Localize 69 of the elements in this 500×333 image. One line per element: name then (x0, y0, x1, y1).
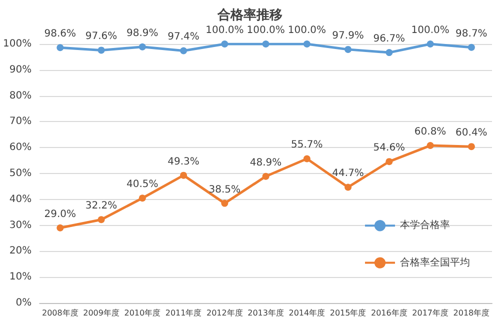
point (98, 46, 105, 54)
point (426, 142, 434, 150)
x-tick-label: 2016年度 (371, 308, 408, 318)
point (221, 200, 228, 207)
data-label: 96.7% (373, 34, 406, 45)
data-label: 97.9% (332, 30, 364, 42)
x-tick-label: 2010年度 (124, 308, 161, 318)
point (386, 158, 393, 166)
data-label: 100.0% (206, 25, 244, 36)
data-label: 97.6% (85, 31, 118, 42)
data-label: 98.7% (456, 28, 488, 40)
x-tick-label: 2012年度 (206, 308, 243, 318)
y-tick-label: 0% (16, 298, 32, 308)
legend-label: 本学合格率 (400, 219, 450, 232)
y-tick-label: 100% (2, 38, 32, 50)
y-tick-label: 10% (9, 272, 32, 283)
data-label: 55.7% (291, 140, 323, 151)
data-label: 38.5% (208, 184, 241, 196)
chart-title: 合格率推移 (216, 7, 282, 23)
data-label: 44.7% (332, 168, 364, 180)
data-label: 100.0% (288, 25, 326, 36)
point (386, 49, 393, 56)
point (262, 40, 270, 48)
point (468, 143, 475, 150)
data-label: 40.5% (126, 179, 158, 190)
point (138, 43, 146, 50)
y-tick-label: 50% (9, 168, 32, 179)
data-label: 60.8% (414, 126, 446, 138)
x-tick-label: 2013年度 (248, 308, 284, 318)
point (56, 224, 64, 232)
y-tick-label: 40% (9, 194, 32, 205)
y-tick-label: 60% (9, 142, 32, 154)
y-tick-label: 90% (9, 64, 32, 76)
data-label: 100.0% (246, 25, 285, 36)
x-tick-label: 2017年度 (412, 308, 448, 318)
data-label: 97.4% (168, 32, 200, 43)
point (221, 40, 228, 48)
point (344, 184, 352, 191)
x-tick-label: 2008年度 (42, 308, 78, 318)
point (138, 194, 146, 202)
data-label: 60.4% (456, 128, 488, 139)
data-label: 100.0% (411, 25, 450, 36)
data-label: 98.9% (126, 28, 158, 39)
point (98, 216, 105, 224)
legend-label: 合格率全国平均 (400, 256, 470, 268)
data-label: 48.9% (250, 157, 282, 168)
y-tick-label: 20% (9, 246, 32, 257)
point (344, 46, 352, 53)
point (56, 44, 64, 52)
data-label: 29.0% (44, 208, 76, 220)
y-tick-label: 30% (9, 220, 32, 231)
x-tick-label: 2014年度 (288, 308, 326, 318)
x-tick-label: 2018年度 (453, 308, 490, 318)
x-tick-label: 2009年度 (83, 308, 120, 318)
point (426, 40, 434, 48)
y-tick-label: 70% (9, 116, 32, 128)
x-tick-label: 2011年度 (165, 308, 202, 318)
point (303, 155, 310, 162)
point (180, 47, 188, 54)
data-label: 54.6% (373, 142, 406, 154)
point (180, 172, 188, 179)
data-label: 32.2% (85, 200, 118, 212)
point (468, 44, 475, 51)
data-label: 98.6% (44, 28, 76, 40)
x-tick-label: 2015年度 (330, 308, 366, 318)
point (262, 172, 270, 180)
data-label: 49.3% (168, 156, 200, 168)
y-tick-label: 80% (9, 90, 32, 102)
point (303, 40, 310, 48)
